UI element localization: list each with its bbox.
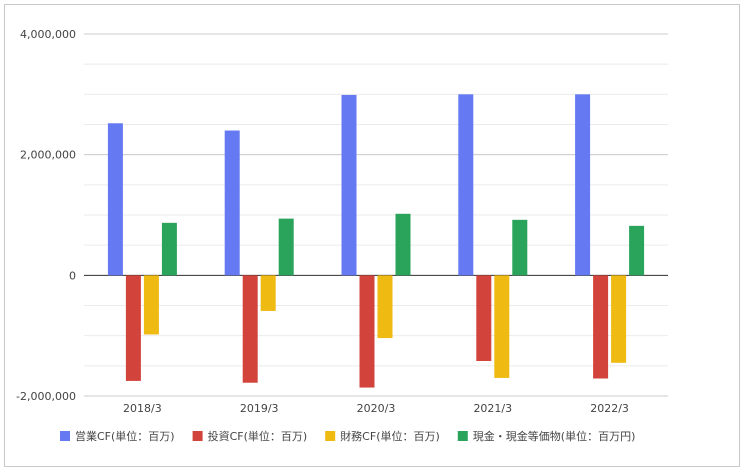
- legend-swatch: [457, 431, 468, 441]
- x-tick-label: 2019/3: [240, 402, 279, 415]
- legend-swatch: [60, 431, 70, 441]
- bar: [161, 222, 177, 276]
- bar: [224, 130, 240, 276]
- bar: [260, 275, 276, 311]
- bar: [476, 275, 492, 362]
- bar: [512, 219, 528, 276]
- bar: [377, 275, 393, 339]
- x-tick-label: 2022/3: [590, 402, 629, 415]
- bar: [575, 94, 591, 276]
- chart-frame: [4, 4, 740, 467]
- legend-label: 現金・現金等価物(単位：百万円): [473, 429, 636, 443]
- bar: [629, 225, 645, 276]
- bar: [278, 218, 294, 276]
- legend-label: 営業CF(単位：百万): [75, 429, 175, 443]
- legend-swatch: [192, 431, 203, 441]
- bar: [395, 213, 411, 276]
- bar: [143, 275, 159, 335]
- y-tick-label: 0: [69, 269, 76, 282]
- bar: [242, 275, 258, 383]
- y-tick-label: 2,000,000: [20, 149, 76, 162]
- x-tick-label: 2018/3: [123, 402, 162, 415]
- y-tick-label: 4,000,000: [20, 28, 76, 41]
- bar: [494, 275, 510, 378]
- bar: [611, 275, 627, 363]
- bar: [125, 275, 141, 381]
- bar: [107, 123, 123, 276]
- bar: [341, 94, 357, 276]
- y-tick-label: -2,000,000: [16, 390, 76, 403]
- legend-label: 財務CF(単位：百万): [340, 429, 440, 443]
- legend-swatch: [325, 431, 336, 441]
- legend-label: 投資CF(単位：百万): [208, 429, 308, 443]
- bar: [458, 94, 474, 276]
- x-tick-label: 2020/3: [357, 402, 396, 415]
- bar: [593, 275, 609, 379]
- x-tick-label: 2021/3: [473, 402, 512, 415]
- bar: [359, 275, 375, 388]
